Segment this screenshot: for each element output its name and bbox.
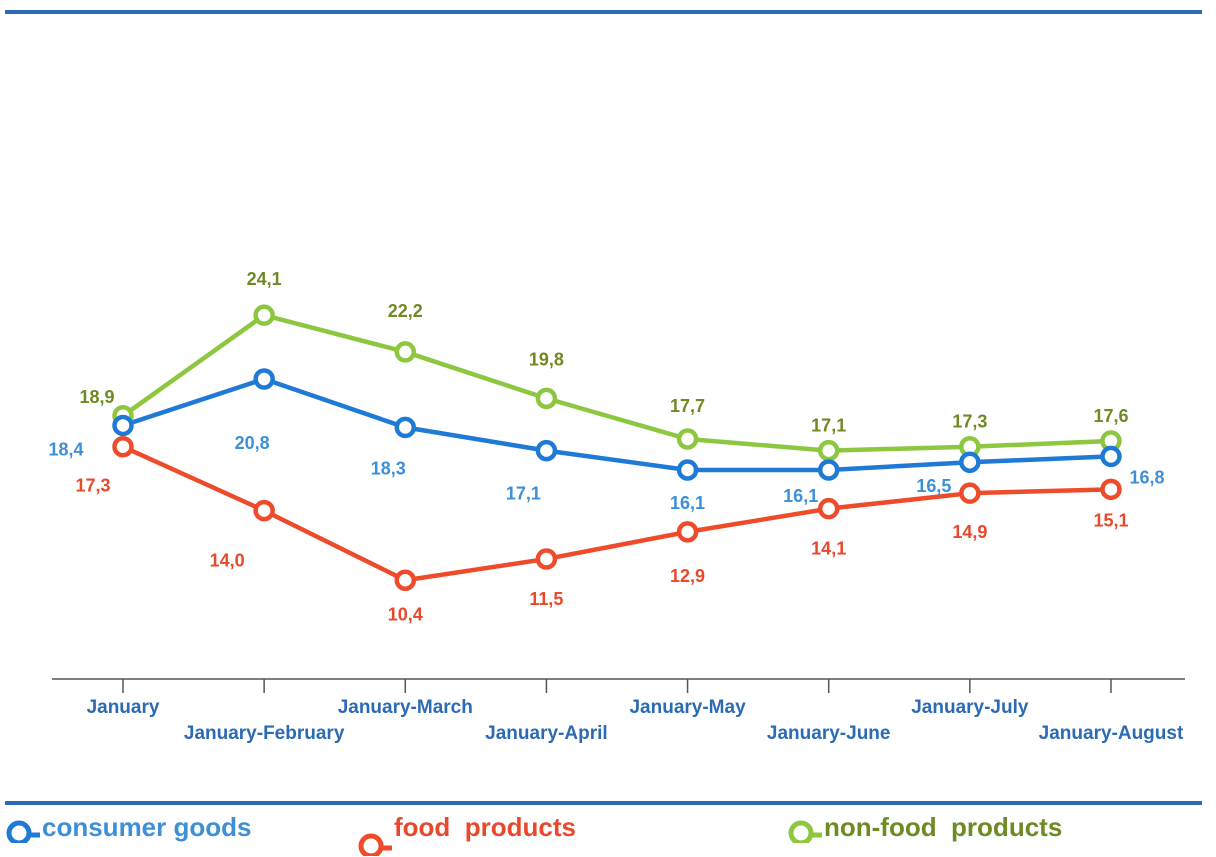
x-tick-label: January-June: [767, 723, 891, 744]
line-chart: January January-February January-March Janu…: [48, 269, 1185, 744]
data-label: 18,9: [79, 387, 114, 407]
top-rule: [5, 10, 1202, 14]
data-label: 16,1: [670, 493, 705, 513]
legend-label-food-products: food products: [394, 811, 576, 842]
legend-rule: [5, 801, 1202, 805]
data-point: [253, 499, 275, 522]
consumer-goods-series-line: [120, 376, 1114, 473]
data-point: [535, 439, 558, 462]
data-point: [1100, 445, 1122, 468]
legend-item-consumer-goods: consumer goods: [2, 812, 251, 843]
data-point: [394, 569, 417, 592]
data-point: [676, 428, 699, 450]
food-products-series-line: [120, 444, 1114, 583]
data-point: [394, 416, 417, 439]
data-label: 18,3: [371, 458, 406, 478]
data-point: [959, 451, 981, 473]
x-tick-label: January: [87, 697, 160, 718]
data-point: [394, 341, 417, 363]
data-label: 17,7: [670, 396, 705, 416]
legend-label-non-food-products: non-food products: [824, 812, 1063, 842]
consumer-goods-marker-icon: [6, 820, 40, 843]
x-tick-label: January-February: [184, 723, 345, 744]
non-food-products-marker-icon: [788, 820, 822, 843]
data-label: 17,3: [952, 412, 987, 432]
x-tick-label: January-April: [485, 723, 607, 744]
x-tick-label: January-May: [629, 697, 746, 718]
data-point: [676, 521, 699, 543]
data-label: 16,8: [1129, 467, 1164, 487]
data-label: 20,8: [235, 433, 270, 453]
data-label: 17,6: [1093, 406, 1128, 426]
data-point: [253, 304, 275, 326]
data-label: 10,4: [388, 604, 423, 624]
data-point: [535, 387, 558, 410]
x-tick-label: January-July: [911, 697, 1029, 718]
data-label: 14,0: [210, 551, 245, 571]
data-label: 24,1: [247, 269, 282, 289]
data-point: [676, 459, 699, 481]
data-label: 15,1: [1093, 510, 1128, 530]
data-label: 19,8: [529, 349, 564, 369]
data-label: 16,5: [916, 476, 951, 496]
data-point: [535, 548, 558, 570]
data-label: 11,5: [529, 589, 563, 609]
data-point: [817, 439, 840, 462]
x-tick-label: January-March: [338, 697, 473, 718]
data-label: 18,4: [48, 439, 83, 459]
legend-label-consumer-goods: consumer goods: [42, 812, 252, 842]
data-label: 16,1: [783, 486, 818, 506]
food-products-marker-icon: [358, 833, 392, 856]
data-point: [112, 414, 134, 437]
data-label: 22,2: [388, 301, 423, 321]
data-label: 14,1: [811, 539, 846, 559]
data-point: [817, 497, 840, 520]
legend-item-food-products: food products: [354, 812, 576, 856]
data-point: [1100, 478, 1122, 501]
data-label: 17,3: [75, 476, 110, 496]
x-tick-label: January-August: [1039, 723, 1184, 744]
data-point: [112, 435, 134, 458]
data-point: [959, 482, 981, 504]
data-label: 14,9: [952, 522, 987, 542]
data-point: [817, 459, 840, 481]
legend-item-non-food-products: non-food products: [784, 812, 1062, 843]
data-label: 17,1: [506, 484, 541, 504]
non-food-products-series-line: [120, 312, 1114, 453]
data-label: 17,1: [811, 416, 846, 436]
data-label: 12,9: [670, 566, 705, 586]
data-point: [253, 368, 275, 390]
